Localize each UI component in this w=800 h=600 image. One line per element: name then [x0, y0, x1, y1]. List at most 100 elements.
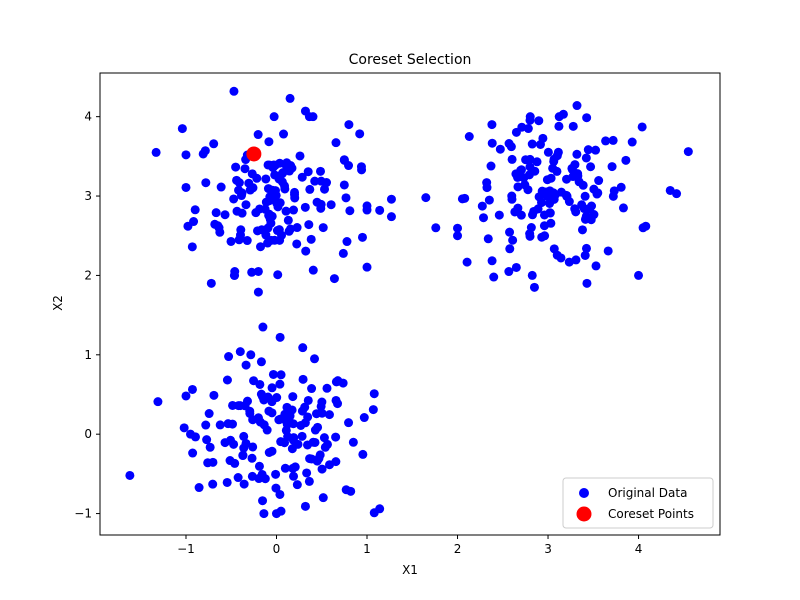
plot-area: −1 0 1 2 3 4 −1 0 1 2 3 4	[74, 72, 721, 556]
data-point	[292, 480, 302, 490]
data-point	[368, 405, 378, 415]
data-point	[322, 439, 332, 449]
data-point	[516, 210, 526, 220]
legend: Original Data Coreset Points	[562, 477, 714, 529]
data-point	[267, 383, 277, 393]
data-point	[190, 205, 200, 215]
data-point	[489, 272, 499, 282]
data-point	[579, 204, 589, 214]
data-point	[300, 402, 310, 412]
data-point	[523, 124, 533, 134]
data-point	[275, 489, 285, 499]
y-tick-label: 4	[84, 110, 92, 124]
data-point	[548, 163, 558, 173]
data-point	[275, 198, 285, 208]
data-point	[264, 137, 274, 147]
data-point	[310, 176, 320, 186]
y-tick-label: 0	[84, 427, 92, 441]
data-point	[177, 124, 187, 134]
data-point	[181, 182, 191, 192]
data-point	[375, 205, 385, 215]
data-point	[232, 206, 242, 216]
data-point	[525, 162, 535, 172]
data-point	[453, 223, 463, 233]
data-point	[513, 203, 523, 213]
data-point	[308, 112, 318, 122]
data-point	[289, 471, 299, 481]
data-point	[240, 401, 250, 411]
data-point	[609, 186, 619, 196]
data-point	[229, 86, 239, 96]
data-point	[542, 175, 552, 185]
data-point	[263, 223, 273, 233]
data-point	[235, 347, 245, 357]
data-point	[570, 204, 580, 214]
data-point	[256, 242, 266, 252]
data-point	[253, 287, 263, 297]
data-point	[580, 250, 590, 260]
y-tick-label: 3	[84, 189, 92, 203]
data-point	[302, 468, 312, 478]
data-point	[224, 352, 234, 362]
data-point	[318, 493, 328, 503]
data-point	[305, 454, 315, 464]
data-point	[487, 138, 497, 148]
data-point	[386, 194, 396, 204]
data-point	[316, 401, 326, 411]
data-point	[305, 184, 315, 194]
data-point	[276, 370, 286, 380]
data-point	[505, 244, 515, 254]
data-point	[276, 437, 286, 447]
data-point	[333, 376, 343, 386]
data-point	[310, 437, 320, 447]
data-point	[268, 185, 278, 195]
data-point	[240, 164, 250, 174]
data-point	[241, 360, 251, 370]
data-point	[187, 384, 197, 394]
data-point	[208, 479, 218, 489]
data-point	[545, 198, 555, 208]
data-point	[331, 395, 341, 405]
data-point	[540, 231, 550, 241]
data-point	[342, 237, 352, 247]
data-point	[181, 391, 191, 401]
data-point	[616, 182, 626, 192]
data-point	[283, 215, 293, 225]
data-point	[272, 226, 282, 236]
data-point	[208, 457, 218, 467]
data-point	[591, 145, 601, 155]
data-point	[206, 278, 216, 288]
data-point	[315, 166, 325, 176]
data-point	[288, 435, 298, 445]
data-point	[621, 155, 631, 165]
data-point	[308, 265, 318, 275]
data-point	[271, 469, 281, 479]
data-point	[545, 208, 555, 218]
data-point	[241, 200, 251, 210]
data-point	[589, 184, 599, 194]
data-point	[278, 168, 288, 178]
data-point	[527, 270, 537, 280]
data-point	[532, 157, 542, 167]
data-point	[369, 389, 379, 399]
data-point	[525, 115, 535, 125]
data-point	[187, 242, 197, 252]
data-point	[209, 390, 219, 400]
y-tick-label: 2	[84, 268, 92, 282]
data-point	[216, 182, 226, 192]
data-point	[486, 161, 496, 171]
data-point	[543, 147, 553, 157]
data-point	[263, 238, 273, 248]
data-point	[562, 174, 572, 184]
data-point	[247, 453, 257, 463]
data-point	[358, 449, 368, 459]
data-point	[307, 384, 317, 394]
data-point	[356, 162, 366, 172]
data-point	[462, 257, 472, 267]
data-point	[582, 113, 592, 123]
data-point	[302, 440, 312, 450]
data-point	[151, 147, 161, 157]
data-point	[331, 138, 341, 148]
data-point	[248, 442, 258, 452]
